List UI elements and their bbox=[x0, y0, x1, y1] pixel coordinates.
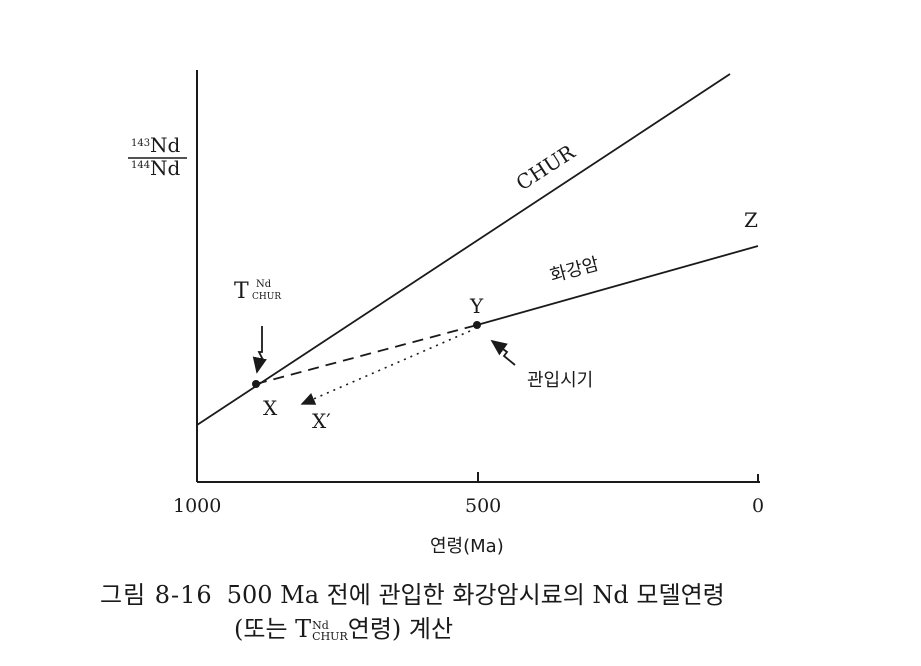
t-chur-label: T Nd CHUR bbox=[234, 279, 281, 304]
x-axis-label: 연령(Ma) bbox=[430, 536, 504, 557]
t-chur-arrow bbox=[252, 326, 267, 374]
caption-line2: (또는 T Nd CHUR 연령) 계산 bbox=[100, 612, 880, 646]
chur-label: CHUR bbox=[512, 139, 580, 195]
svg-text:144: 144 bbox=[131, 160, 150, 171]
point-x-label: X bbox=[263, 396, 278, 420]
svg-text:CHUR: CHUR bbox=[252, 292, 281, 302]
x-tick-label-500: 500 bbox=[465, 495, 501, 517]
intrusion-arrow bbox=[490, 339, 516, 366]
x-tick-label-0: 0 bbox=[752, 495, 764, 517]
figure-caption: 그림 8-16 500 Ma 전에 관입한 화강암시료의 Nd 모델연령 (또는 … bbox=[100, 578, 880, 646]
svg-text:T: T bbox=[234, 279, 249, 304]
point-y-label: Y bbox=[469, 294, 484, 318]
caption-line1: 500 Ma 전에 관입한 화강암시료의 Nd 모델연령 bbox=[226, 581, 725, 609]
chur-line bbox=[196, 73, 731, 426]
z-label: Z bbox=[744, 208, 758, 232]
caption-t-sup: Nd bbox=[312, 618, 329, 632]
caption-line2-close: 연령) 계산 bbox=[347, 615, 454, 643]
point-x bbox=[252, 380, 260, 388]
svg-text:Nd: Nd bbox=[150, 133, 181, 157]
granite-label: 화강암 bbox=[548, 254, 601, 287]
caption-t-symbol: T Nd CHUR bbox=[295, 615, 348, 643]
figure-number: 그림 8-16 bbox=[100, 581, 213, 609]
dotted-y-xprime bbox=[300, 330, 471, 405]
svg-text:143: 143 bbox=[131, 138, 150, 149]
y-axis-label: 143 Nd 144 Nd bbox=[128, 133, 187, 180]
caption-t-sub: CHUR bbox=[312, 629, 348, 643]
point-y bbox=[473, 321, 481, 329]
x-tick-label-1000: 1000 bbox=[173, 495, 221, 517]
svg-text:Nd: Nd bbox=[150, 156, 181, 180]
nd-model-age-diagram: 143 Nd 144 Nd CHUR 화강암 Z X X′ Y T Nd CHU… bbox=[128, 70, 764, 557]
caption-line2-open: (또는 bbox=[234, 615, 296, 643]
svg-text:Nd: Nd bbox=[256, 279, 272, 290]
intrusion-label: 관입시기 bbox=[527, 370, 593, 391]
point-x-prime-label: X′ bbox=[312, 409, 331, 433]
granite-line bbox=[476, 245, 759, 326]
dashed-x-y bbox=[255, 324, 478, 385]
